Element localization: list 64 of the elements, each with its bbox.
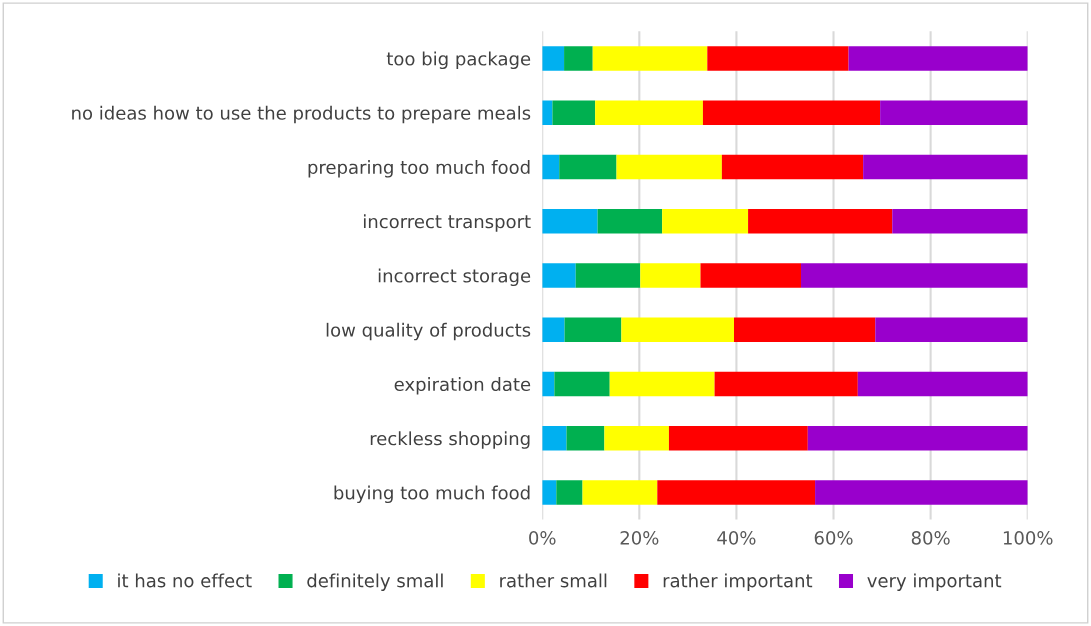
bar — [748, 208, 893, 234]
x-tick-label: 0% — [529, 531, 556, 545]
bar — [542, 46, 565, 71]
bar — [542, 263, 576, 288]
bar — [592, 46, 708, 71]
bar — [542, 100, 553, 125]
bar — [657, 480, 816, 505]
bar — [707, 46, 849, 71]
bar — [880, 100, 1028, 125]
bar — [597, 208, 663, 234]
bar — [662, 208, 749, 234]
x-tick-label: 100% — [1003, 531, 1053, 545]
bar — [734, 317, 876, 342]
legend-label: it has no effect — [118, 573, 252, 588]
bar — [552, 100, 596, 125]
bar — [604, 425, 669, 451]
y-tick-label: no ideas how to use the products to prepare meals — [72, 105, 531, 124]
bar — [863, 154, 1028, 180]
bar — [542, 480, 557, 505]
bar — [542, 425, 567, 451]
bar — [848, 46, 1028, 71]
y-tick-label: incorrect transport — [363, 214, 531, 232]
x-tick-label: 20% — [620, 531, 659, 545]
bar — [640, 263, 701, 288]
bar — [542, 317, 565, 342]
bar — [564, 317, 622, 342]
bar — [875, 317, 1028, 342]
bar — [714, 371, 858, 397]
y-tick-label: too big package — [386, 51, 531, 70]
y-tick-label: expiration date — [394, 377, 531, 395]
bar — [575, 263, 641, 288]
legend-label: rather small — [500, 573, 607, 588]
bar — [815, 480, 1028, 505]
bar — [559, 154, 617, 180]
x-tick-label: 60% — [814, 531, 853, 545]
legend-label: rather important — [663, 573, 813, 591]
bar — [721, 154, 864, 180]
bar — [702, 100, 881, 125]
y-tick-label: buying too much food — [334, 485, 530, 504]
bar — [668, 425, 808, 451]
bar — [609, 371, 715, 397]
legend-label: very important — [867, 573, 1002, 591]
bar — [807, 425, 1028, 451]
bar — [892, 208, 1028, 234]
bar — [582, 480, 658, 505]
bar — [554, 371, 610, 397]
bar — [700, 263, 801, 288]
y-tick-label: reckless shopping — [370, 431, 530, 449]
bar — [542, 154, 560, 180]
legend-label: definitely small — [307, 573, 443, 591]
y-tick-label: low quality of products — [326, 322, 531, 341]
y-tick-label: preparing too much food — [308, 160, 530, 178]
x-tick-label: 40% — [717, 531, 756, 545]
bar — [556, 480, 583, 505]
bar — [564, 46, 593, 71]
bar — [595, 100, 703, 125]
bar — [801, 263, 1028, 288]
bar — [621, 317, 734, 342]
bar — [542, 208, 598, 234]
x-tick-label: 80% — [911, 531, 950, 545]
bar — [857, 371, 1028, 397]
y-tick-label: incorrect storage — [378, 268, 531, 287]
bar — [616, 154, 722, 180]
bar — [566, 425, 605, 451]
